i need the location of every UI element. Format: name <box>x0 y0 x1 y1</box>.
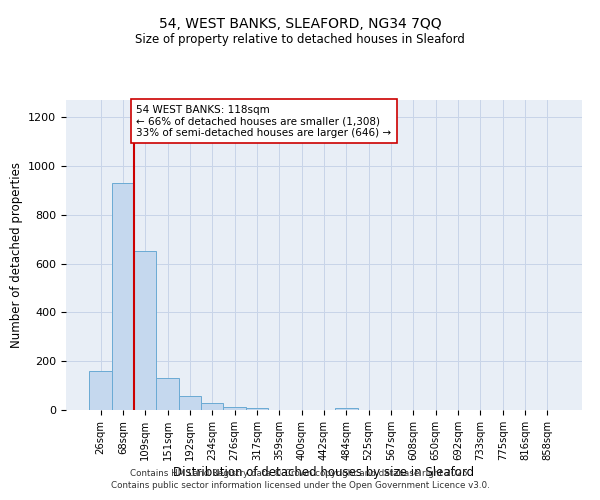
Text: 54 WEST BANKS: 118sqm
← 66% of detached houses are smaller (1,308)
33% of semi-d: 54 WEST BANKS: 118sqm ← 66% of detached … <box>136 104 391 138</box>
Bar <box>89 371 112 410</box>
Bar <box>134 252 157 410</box>
Text: Contains public sector information licensed under the Open Government Licence v3: Contains public sector information licen… <box>110 481 490 490</box>
Text: Contains HM Land Registry data © Crown copyright and database right 2025.: Contains HM Land Registry data © Crown c… <box>130 468 470 477</box>
Y-axis label: Number of detached properties: Number of detached properties <box>10 162 23 348</box>
Text: 54, WEST BANKS, SLEAFORD, NG34 7QQ: 54, WEST BANKS, SLEAFORD, NG34 7QQ <box>158 18 442 32</box>
X-axis label: Distribution of detached houses by size in Sleaford: Distribution of detached houses by size … <box>173 466 475 478</box>
Bar <box>201 402 223 410</box>
Text: Size of property relative to detached houses in Sleaford: Size of property relative to detached ho… <box>135 32 465 46</box>
Bar <box>335 408 358 410</box>
Bar <box>179 396 201 410</box>
Bar <box>246 408 268 410</box>
Bar <box>157 378 179 410</box>
Bar <box>112 183 134 410</box>
Bar <box>223 407 246 410</box>
